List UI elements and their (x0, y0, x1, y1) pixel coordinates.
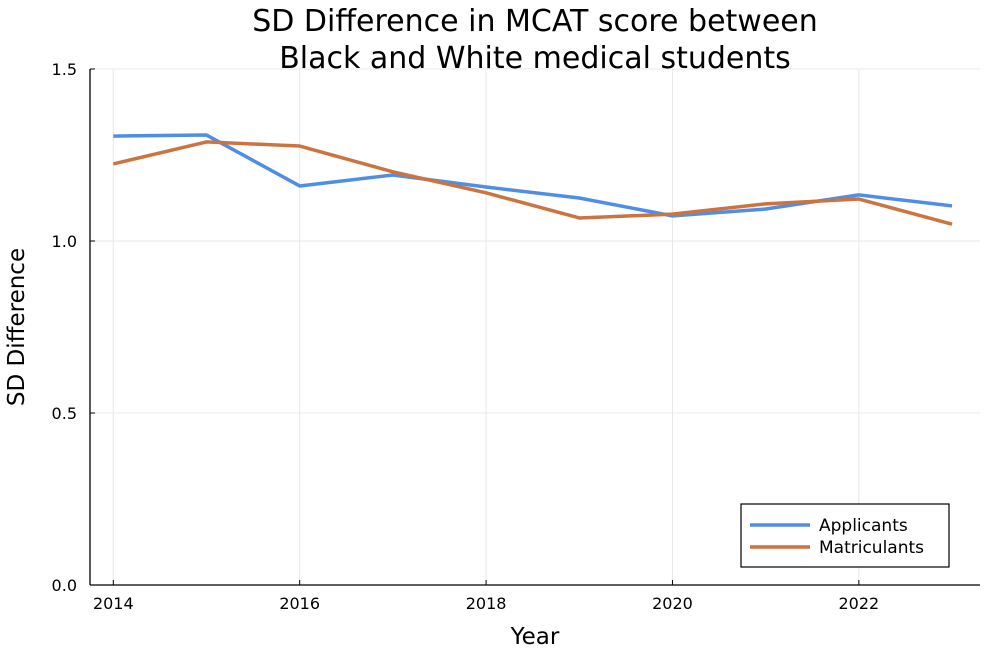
series-lines (112, 133, 953, 226)
x-tick-label: 2020 (652, 594, 693, 613)
x-axis-label: Year (510, 624, 560, 650)
legend-box (740, 503, 950, 568)
y-tick-label: 1.0 (52, 232, 77, 251)
chart-title-line1: SD Difference in MCAT score between (252, 4, 818, 39)
chart-title-line2: Black and White medical students (279, 41, 791, 76)
x-tick-label: 2016 (279, 594, 320, 613)
x-tick-label: 2014 (93, 594, 134, 613)
tick-labels: 2014 2016 2018 2020 2022 0.0 0.5 1.0 1.5 (52, 60, 880, 613)
series-line-matriculants (112, 140, 953, 226)
legend: Applicants Matriculants (740, 503, 950, 568)
y-tick-label: 1.5 (52, 60, 77, 79)
y-axis-label: SD Difference (4, 248, 30, 406)
legend-label-applicants: Applicants (819, 516, 908, 536)
x-tick-label: 2018 (466, 594, 507, 613)
legend-label-matriculants: Matriculants (819, 538, 924, 558)
y-tick-label: 0.5 (52, 404, 77, 423)
y-tick-label: 0.0 (52, 576, 77, 595)
x-tick-label: 2022 (838, 594, 879, 613)
